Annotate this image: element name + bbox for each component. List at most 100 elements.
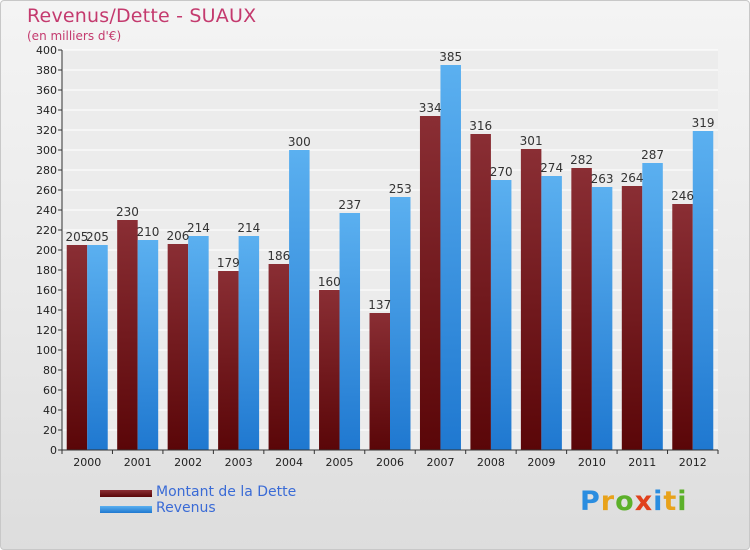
bar-revenus xyxy=(541,176,562,450)
logo-letter: o xyxy=(615,486,635,517)
bar-dette xyxy=(470,134,491,450)
x-tick-label: 2009 xyxy=(527,456,555,469)
y-tick-label: 320 xyxy=(36,124,57,137)
legend-swatch-revenus xyxy=(100,506,152,513)
bar-dette xyxy=(218,271,239,450)
bar-dette xyxy=(268,264,290,450)
y-tick-label: 360 xyxy=(36,84,57,97)
y-tick-label: 220 xyxy=(36,224,57,237)
data-label-revenus: 237 xyxy=(338,198,361,212)
data-label-dette: 316 xyxy=(469,119,492,133)
bar-dette xyxy=(621,186,643,450)
logo-letter: i xyxy=(653,486,664,517)
data-label-revenus: 205 xyxy=(86,230,109,244)
data-label-dette: 179 xyxy=(217,256,240,270)
data-label-dette: 137 xyxy=(368,298,391,312)
bar-revenus xyxy=(339,213,361,450)
y-tick-label: 180 xyxy=(36,264,57,277)
y-tick-label: 280 xyxy=(36,164,57,177)
data-label-revenus: 319 xyxy=(692,116,715,130)
chart-title: Revenus/Dette - SUAUX xyxy=(27,5,257,27)
bar-revenus xyxy=(188,236,209,450)
logo-letter: t xyxy=(663,486,678,517)
data-label-dette: 160 xyxy=(318,275,341,289)
logo-letter: i xyxy=(677,486,688,517)
bar-dette xyxy=(520,149,542,450)
data-label-revenus: 214 xyxy=(237,221,260,235)
y-tick-label: 260 xyxy=(36,184,57,197)
data-label-dette: 206 xyxy=(166,229,189,243)
x-tick-label: 2004 xyxy=(275,456,303,469)
bar-revenus xyxy=(490,180,512,450)
bar-revenus xyxy=(289,150,310,450)
y-tick-label: 240 xyxy=(36,204,57,217)
y-tick-label: 380 xyxy=(36,64,57,77)
x-tick-label: 2003 xyxy=(225,456,253,469)
data-label-revenus: 210 xyxy=(136,225,159,239)
bar-revenus xyxy=(642,163,663,450)
bar-revenus xyxy=(87,245,108,450)
data-label-revenus: 385 xyxy=(439,50,462,64)
data-label-revenus: 300 xyxy=(288,135,311,149)
y-tick-label: 80 xyxy=(43,364,57,377)
data-label-dette: 230 xyxy=(116,205,139,219)
data-label-revenus: 214 xyxy=(187,221,210,235)
bar-revenus xyxy=(238,236,260,450)
x-tick-label: 2012 xyxy=(679,456,707,469)
data-label-dette: 264 xyxy=(621,171,644,185)
x-tick-label: 2005 xyxy=(326,456,354,469)
bar-revenus xyxy=(692,131,714,450)
bar-dette xyxy=(167,244,189,450)
data-label-dette: 301 xyxy=(520,134,543,148)
data-label-revenus: 287 xyxy=(641,148,664,162)
y-tick-label: 120 xyxy=(36,324,57,337)
y-tick-label: 60 xyxy=(43,384,57,397)
y-tick-label: 100 xyxy=(36,344,57,357)
bar-revenus xyxy=(591,187,613,450)
y-tick-label: 400 xyxy=(36,44,57,57)
y-tick-label: 340 xyxy=(36,104,57,117)
data-label-dette: 334 xyxy=(419,101,442,115)
logo-letter: x xyxy=(634,486,654,517)
data-label-dette: 282 xyxy=(570,153,593,167)
bar-dette xyxy=(319,290,340,450)
proxiti-logo: Proxiti xyxy=(580,486,688,517)
x-tick-label: 2006 xyxy=(376,456,404,469)
data-label-revenus: 263 xyxy=(591,172,614,186)
data-label-revenus: 253 xyxy=(389,182,412,196)
y-tick-label: 300 xyxy=(36,144,57,157)
bar-dette xyxy=(419,116,441,450)
chart-subtitle: (en milliers d'€) xyxy=(27,29,122,43)
legend-label-dette: Montant de la Dette xyxy=(156,484,297,500)
bar-revenus xyxy=(440,65,461,450)
bar-dette xyxy=(66,245,88,450)
x-tick-label: 2010 xyxy=(578,456,606,469)
data-label-dette: 246 xyxy=(671,189,694,203)
x-tick-label: 2001 xyxy=(124,456,152,469)
y-tick-label: 140 xyxy=(36,304,57,317)
data-label-dette: 205 xyxy=(66,230,89,244)
x-tick-label: 2008 xyxy=(477,456,505,469)
x-tick-label: 2007 xyxy=(426,456,454,469)
legend-label-revenus: Revenus xyxy=(156,500,216,516)
y-tick-label: 200 xyxy=(36,244,57,257)
y-tick-label: 0 xyxy=(50,444,57,457)
x-tick-label: 2000 xyxy=(73,456,101,469)
y-tick-label: 40 xyxy=(43,404,57,417)
data-label-dette: 186 xyxy=(267,249,290,263)
y-tick-label: 160 xyxy=(36,284,57,297)
logo-letter: P xyxy=(580,486,601,517)
legend-swatch-dette xyxy=(100,490,152,497)
bar-dette xyxy=(672,204,693,450)
logo-letter: r xyxy=(600,486,616,517)
y-tick-label: 20 xyxy=(43,424,57,437)
bar-revenus xyxy=(137,240,159,450)
data-label-revenus: 270 xyxy=(490,165,513,179)
data-label-revenus: 274 xyxy=(540,161,563,175)
x-tick-label: 2002 xyxy=(174,456,202,469)
bar-dette xyxy=(369,313,390,450)
bar-dette xyxy=(117,220,138,450)
bar-revenus xyxy=(390,197,411,450)
x-tick-label: 2011 xyxy=(628,456,656,469)
